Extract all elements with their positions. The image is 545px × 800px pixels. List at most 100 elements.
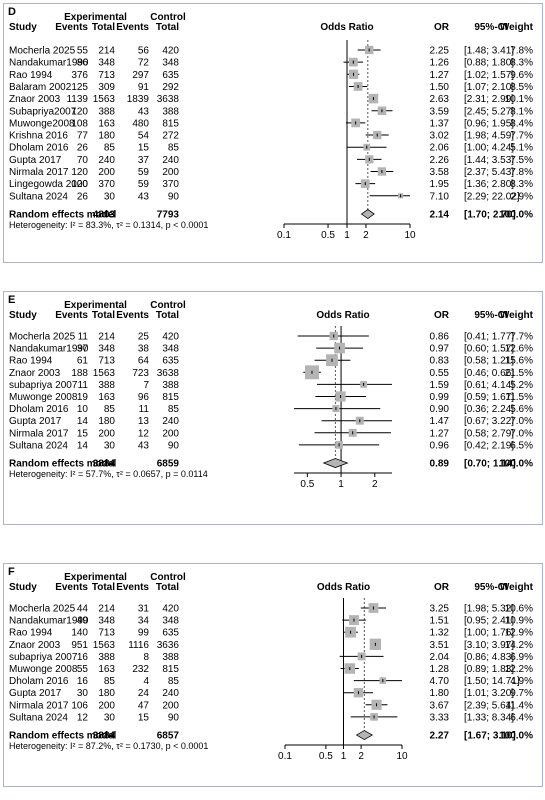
exp-events: 120 xyxy=(71,106,88,117)
or-value: 0.97 xyxy=(430,344,450,355)
forest-plot-panel-d: D Experimental Control Study Events Total Even… xyxy=(3,3,543,263)
x-tick-label: 0.5 xyxy=(321,230,335,241)
ctrl-events: 24 xyxy=(138,688,150,699)
exp-total: 214 xyxy=(98,604,115,615)
ctrl-total: 388 xyxy=(162,380,179,391)
or-value: 1.27 xyxy=(430,70,450,81)
study-name: Gupta 2017 xyxy=(9,688,62,699)
header-ctrl-events: Events xyxy=(116,310,149,321)
or-value: 0.99 xyxy=(430,392,450,403)
header-study: Study xyxy=(9,22,37,33)
study-name: Muwonge 2008 xyxy=(9,664,78,675)
exp-total: 85 xyxy=(104,143,116,154)
exp-total: 200 xyxy=(98,167,115,178)
exp-total: 1563 xyxy=(93,368,116,379)
weight-value: 8.3% xyxy=(510,179,533,190)
exp-total: 200 xyxy=(98,700,115,711)
x-tick-label: 1 xyxy=(344,230,350,241)
weight-value: 11.5% xyxy=(505,392,533,403)
study-name: Nandakumar1990 xyxy=(9,344,89,355)
exp-total: 1563 xyxy=(93,640,116,651)
ctrl-total: 85 xyxy=(168,676,180,687)
weight-value: 10.1% xyxy=(505,94,533,105)
exp-total: 348 xyxy=(98,58,115,69)
exp-total: 348 xyxy=(98,344,115,355)
header-experimental: Experimental xyxy=(64,300,127,311)
ci-value: [0.42; 2.19] xyxy=(464,440,514,451)
ctrl-events: 12 xyxy=(138,428,150,439)
exp-events: 55 xyxy=(77,46,89,57)
header-study: Study xyxy=(9,310,37,321)
ctrl-events: 91 xyxy=(138,82,150,93)
weight-value: 8.4% xyxy=(510,118,533,129)
ctrl-events: 59 xyxy=(138,179,150,190)
ci-value: [0.58; 2.79] xyxy=(464,428,514,439)
or-value: 2.26 xyxy=(430,155,450,166)
weight-value: 5.1% xyxy=(510,143,533,154)
ctrl-total: 90 xyxy=(168,712,180,723)
x-tick-label: 10 xyxy=(396,751,408,762)
weight-value: 6.5% xyxy=(510,440,533,451)
x-tick-label: 1 xyxy=(341,751,347,762)
ci-value: [1.00; 4.24] xyxy=(464,143,514,154)
pooled-ci: [1.70; 2.70] xyxy=(464,210,516,221)
or-value: 2.63 xyxy=(430,94,450,105)
weight-value: 21.5% xyxy=(505,368,533,379)
exp-events: 376 xyxy=(71,70,88,81)
ctrl-total: 90 xyxy=(168,191,180,202)
header-weight: Weight xyxy=(500,22,534,33)
ctrl-total: 348 xyxy=(162,344,179,355)
weight-value: 8.3% xyxy=(510,58,533,69)
exp-events: 188 xyxy=(71,368,88,379)
study-name: Krishna 2016 xyxy=(9,131,68,142)
ctrl-events: 1839 xyxy=(127,94,150,105)
exp-events: 16 xyxy=(77,676,89,687)
exp-total: 30 xyxy=(104,191,116,202)
ctrl-events: 99 xyxy=(138,628,150,639)
ctrl-total: 3638 xyxy=(157,368,180,379)
or-value: 0.96 xyxy=(430,440,450,451)
ci-value: [2.39; 5.64] xyxy=(464,700,514,711)
ctrl-total: 370 xyxy=(162,179,179,190)
weight-value: 12.9% xyxy=(505,628,533,639)
exp-total: 163 xyxy=(98,118,115,129)
ci-value: [1.33; 8.34] xyxy=(464,712,514,723)
ctrl-events: 13 xyxy=(138,416,150,427)
exp-events: 16 xyxy=(77,652,89,663)
ctrl-total: 240 xyxy=(162,688,179,699)
exp-events: 951 xyxy=(71,640,88,651)
ci-value: [1.98; 5.32] xyxy=(464,604,514,615)
exp-total: 180 xyxy=(98,131,115,142)
ci-value: [1.98; 4.59] xyxy=(464,131,514,142)
exp-total: 348 xyxy=(98,616,115,627)
ctrl-total: 3638 xyxy=(157,94,180,105)
heterogeneity-text: Heterogeneity: I² = 83.3%, τ² = 0.1314, … xyxy=(9,220,208,230)
study-name: Dholam 2016 xyxy=(9,676,69,687)
exp-events: 125 xyxy=(71,82,88,93)
study-name: Gupta 2017 xyxy=(9,416,62,427)
exp-total: 713 xyxy=(98,70,115,81)
weight-value: 9.6% xyxy=(510,70,533,81)
or-value: 4.70 xyxy=(430,676,450,687)
exp-events: 11 xyxy=(78,332,89,343)
header-ctrl-events: Events xyxy=(116,582,149,593)
panel-label: F xyxy=(8,566,15,578)
weight-value: 8.1% xyxy=(510,106,533,117)
or-value: 1.59 xyxy=(430,380,450,391)
ctrl-events: 34 xyxy=(138,616,150,627)
exp-events: 15 xyxy=(77,428,89,439)
exp-total: 85 xyxy=(104,404,116,415)
ci-value: [2.29; 22.02] xyxy=(464,191,520,202)
header-exp-events: Events xyxy=(55,582,88,593)
exp-events: 1139 xyxy=(66,94,88,105)
ctrl-events: 31 xyxy=(138,604,150,615)
study-name: Sultana 2024 xyxy=(9,440,68,451)
exp-total: 388 xyxy=(98,106,115,117)
ctrl-total: 635 xyxy=(162,628,179,639)
study-name: Balaram 2002 xyxy=(9,82,72,93)
header-odds-ratio: Odds Ratio xyxy=(316,310,369,321)
panel-label: E xyxy=(8,294,15,306)
exp-total: 214 xyxy=(98,46,115,57)
